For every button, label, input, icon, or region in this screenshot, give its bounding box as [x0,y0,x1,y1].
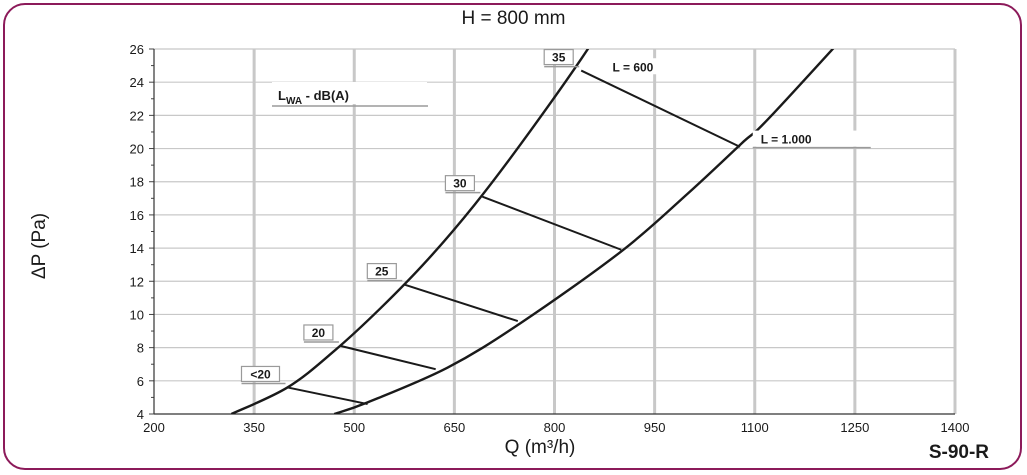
noise-label: 35 [552,51,566,65]
chart-title: H = 800 mm [461,8,566,29]
series-line [230,49,590,414]
x-tick-label: 650 [444,420,466,435]
x-axis-title: Q (m³/h) [504,437,576,458]
y-tick-label: 14 [130,241,144,256]
noise-label: 25 [375,265,389,279]
noise-level-line [340,345,436,371]
x-tick-label: 200 [143,420,165,435]
noise-level-line [404,283,519,323]
x-tick-label: 950 [644,420,666,435]
y-tick-label: 24 [130,75,144,90]
x-tick-label: 800 [544,420,566,435]
noise-label: <20 [250,367,271,381]
noise-label-box [240,365,281,383]
y-tick-label: 22 [130,108,144,123]
curve-label-bg [752,130,871,147]
y-tick-label: 26 [130,42,144,57]
x-tick-label: 350 [243,420,265,435]
series-line [333,49,835,414]
noise-label: 20 [312,326,326,340]
noise-label-box [543,48,574,66]
noise-label-box [303,324,334,341]
model-code: S-90-R [928,442,989,463]
x-tick-label: 1100 [741,420,769,435]
y-tick-label: 6 [137,374,144,389]
curve-label-1000: L = 1.000 [761,133,812,147]
y-tick-label: 12 [130,274,144,289]
y-tick-label: 20 [130,142,144,157]
y-tick-label: 16 [130,208,144,223]
legend-title-bg [272,82,427,104]
curve-label-600: L = 600 [613,60,654,74]
noise-label-box [444,175,476,192]
x-tick-label: 500 [343,420,365,435]
x-tick-label: 1250 [840,420,869,435]
y-tick-label: 4 [137,407,144,422]
chart-frame [3,3,1022,470]
y-tick-label: 10 [130,307,144,322]
noise-level-line [482,195,622,251]
x-tick-label: 1400 [941,420,970,435]
noise-label-box [366,262,397,280]
noise-level-line [580,69,741,148]
noise-label: 30 [453,177,467,191]
noise-level-line [287,386,368,406]
y-tick-label: 18 [130,175,144,190]
curves-group [230,49,835,414]
y-axis-title: ΔP (Pa) [29,212,50,280]
curve-label-bg [604,58,697,75]
y-tick-label: 8 [137,341,144,356]
